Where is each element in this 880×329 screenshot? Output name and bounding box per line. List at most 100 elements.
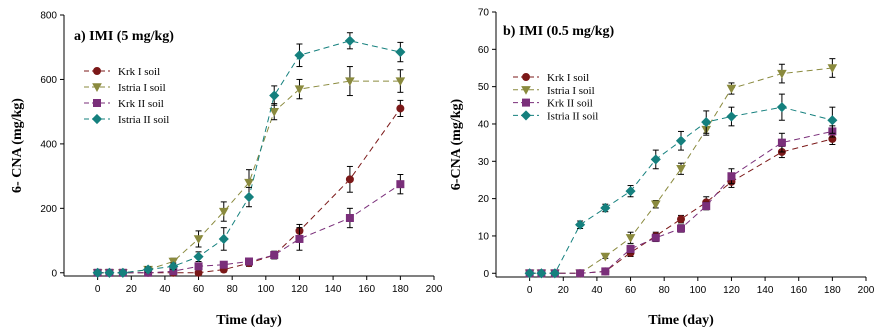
data-point	[625, 234, 636, 243]
data-point	[677, 215, 686, 224]
x-tick-label: 40	[159, 284, 171, 295]
data-point	[244, 257, 253, 266]
data-point	[193, 251, 204, 262]
x-tick-label: 60	[193, 284, 205, 295]
data-point	[269, 90, 280, 101]
data-point	[218, 207, 229, 217]
data-point	[651, 233, 660, 242]
data-point	[345, 77, 355, 87]
data-point	[575, 219, 586, 230]
x-tick-label: 160	[790, 285, 807, 296]
y-tick-label: 200	[40, 204, 57, 215]
panel-title: a) IMI (5 mg/kg)	[74, 29, 174, 44]
x-tick-label: 120	[723, 285, 740, 296]
data-point	[626, 245, 635, 254]
legend-label: Krk I soil	[547, 72, 589, 84]
data-point	[601, 267, 610, 276]
legend-marker	[93, 99, 102, 108]
legend-marker	[521, 86, 531, 95]
legend-label: Krk I soil	[118, 66, 160, 78]
legend-marker	[93, 67, 102, 76]
x-tick-label: 80	[227, 284, 239, 295]
data-point	[344, 35, 355, 46]
x-tick-label: 140	[757, 285, 774, 296]
x-axis-title: Time (day)	[216, 313, 282, 328]
x-tick-label: 180	[824, 285, 841, 296]
data-point	[702, 202, 711, 211]
y-tick-label: 70	[478, 8, 490, 19]
legend-label: Krk II soil	[547, 98, 593, 110]
x-tick-label: 200	[426, 284, 443, 295]
legend-label: Istria I soil	[547, 85, 595, 97]
y-tick-label: 30	[478, 157, 490, 168]
panel-title: b) IMI (0.5 mg/kg)	[503, 24, 615, 39]
data-point	[294, 50, 305, 61]
legend-marker	[520, 110, 532, 121]
data-point	[395, 46, 406, 58]
data-point	[701, 117, 712, 128]
y-tick-label: 60	[478, 45, 490, 56]
x-tick-label: 20	[558, 285, 570, 296]
y-tick-label: 40	[478, 119, 490, 130]
data-point	[777, 138, 786, 147]
data-point	[345, 213, 354, 222]
legend-marker	[522, 73, 531, 82]
legend-marker	[92, 83, 102, 92]
data-point	[777, 69, 787, 79]
y-tick-label: 800	[40, 11, 57, 22]
data-point	[675, 135, 687, 146]
data-point	[243, 191, 255, 203]
data-point	[524, 268, 535, 279]
series-istria-ii-soil	[92, 32, 406, 278]
data-point	[92, 267, 103, 278]
data-point	[650, 154, 661, 165]
data-point	[726, 111, 737, 122]
legend-marker	[91, 113, 103, 125]
legend-marker	[522, 98, 531, 107]
series-istria-ii-soil	[524, 93, 838, 279]
data-point	[117, 267, 128, 278]
legend-label: Istria I soil	[118, 82, 166, 94]
data-point	[600, 202, 611, 214]
data-point	[269, 107, 280, 117]
x-tick-label: 120	[291, 284, 308, 295]
legend-label: Istria II soil	[547, 110, 598, 122]
x-tick-label: 80	[659, 285, 671, 296]
x-tick-label: 20	[126, 284, 138, 295]
data-point	[625, 186, 636, 197]
x-tick-label: 180	[392, 284, 409, 295]
data-point	[194, 262, 203, 271]
y-tick-label: 0	[51, 268, 57, 279]
y-tick-label: 600	[40, 75, 57, 86]
data-point	[776, 102, 787, 113]
data-point	[650, 200, 661, 210]
x-axis-title: Time (day)	[648, 313, 714, 328]
x-tick-label: 200	[858, 285, 875, 296]
data-point	[827, 115, 838, 126]
data-point	[677, 224, 686, 233]
y-tick-label: 10	[478, 231, 490, 242]
data-point	[396, 104, 405, 113]
y-tick-label: 400	[40, 139, 57, 150]
data-point	[396, 180, 405, 189]
data-point	[168, 261, 179, 272]
series-line	[529, 130, 833, 274]
legend-label: Istria II soil	[118, 114, 169, 126]
series-krk-i-soil	[525, 132, 837, 278]
y-axis-title: 6- CNA (mg/kg)	[10, 98, 25, 193]
x-tick-label: 160	[358, 284, 375, 295]
data-point	[219, 260, 228, 269]
data-point	[600, 252, 611, 262]
x-tick-label: 140	[325, 284, 342, 295]
data-point	[345, 175, 354, 184]
x-tick-label: 0	[527, 285, 533, 296]
data-point	[270, 251, 279, 260]
data-point	[676, 165, 686, 174]
x-tick-label: 40	[591, 285, 603, 296]
data-point	[549, 268, 560, 279]
x-tick-label: 0	[95, 284, 101, 295]
y-tick-label: 0	[483, 269, 489, 280]
data-point	[727, 172, 736, 181]
data-point	[218, 233, 229, 245]
